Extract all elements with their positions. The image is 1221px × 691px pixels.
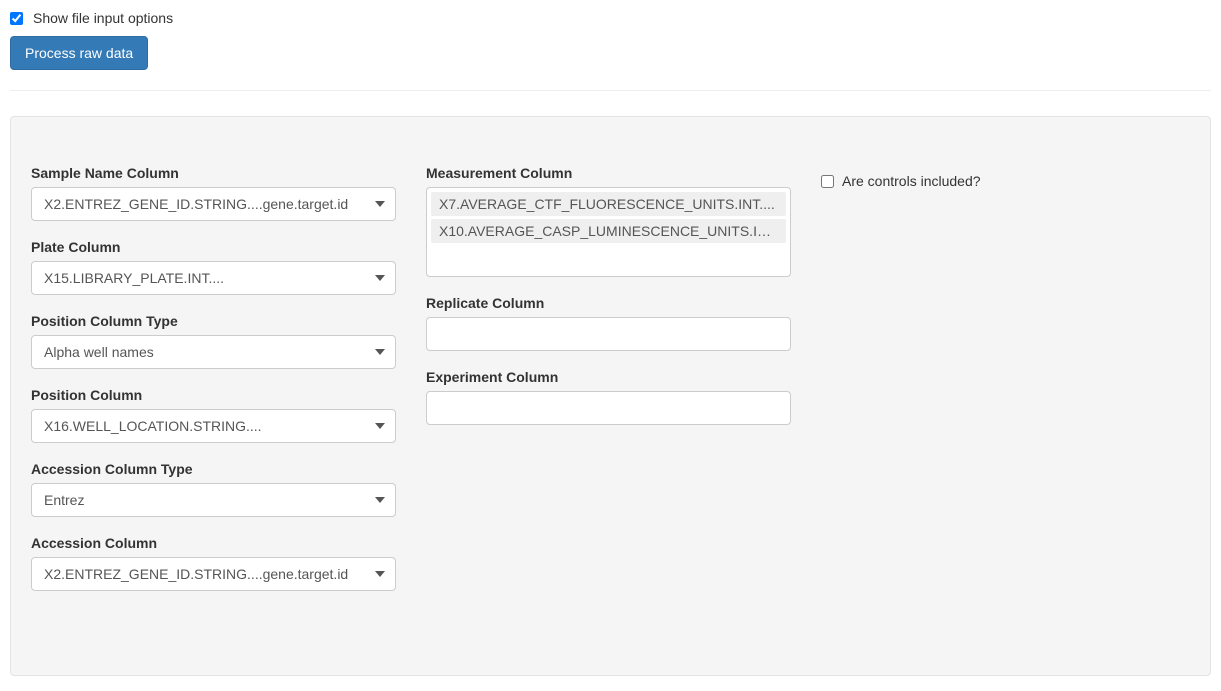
accession-select[interactable]: X2.ENTREZ_GENE_ID.STRING....gene.target.… [31,557,396,591]
caret-down-icon [375,349,385,355]
position-select[interactable]: X16.WELL_LOCATION.STRING.... [31,409,396,443]
position-type-select[interactable]: Alpha well names [31,335,396,369]
sample-name-value: X2.ENTREZ_GENE_ID.STRING....gene.target.… [44,196,367,212]
accession-group: Accession Column X2.ENTREZ_GENE_ID.STRIN… [31,535,396,591]
caret-down-icon [375,571,385,577]
plate-select[interactable]: X15.LIBRARY_PLATE.INT.... [31,261,396,295]
measurement-item[interactable]: X7.AVERAGE_CTF_FLUORESCENCE_UNITS.INT...… [431,192,786,216]
controls-included-row: Are controls included? [821,173,1201,189]
experiment-label: Experiment Column [426,369,791,385]
measurement-group: Measurement Column X7.AVERAGE_CTF_FLUORE… [426,165,791,277]
caret-down-icon [375,423,385,429]
process-raw-data-button[interactable]: Process raw data [10,36,148,70]
left-column: Sample Name Column X2.ENTREZ_GENE_ID.STR… [31,165,396,609]
position-group: Position Column X16.WELL_LOCATION.STRING… [31,387,396,443]
sample-name-label: Sample Name Column [31,165,396,181]
caret-down-icon [375,497,385,503]
sample-name-group: Sample Name Column X2.ENTREZ_GENE_ID.STR… [31,165,396,221]
caret-down-icon [375,275,385,281]
accession-type-value: Entrez [44,492,367,508]
measurement-label: Measurement Column [426,165,791,181]
experiment-group: Experiment Column [426,369,791,425]
plate-value: X15.LIBRARY_PLATE.INT.... [44,270,367,286]
accession-type-select[interactable]: Entrez [31,483,396,517]
show-file-input-options-label: Show file input options [33,10,173,26]
replicate-label: Replicate Column [426,295,791,311]
middle-column: Measurement Column X7.AVERAGE_CTF_FLUORE… [426,165,791,443]
replicate-input[interactable] [426,317,791,351]
show-file-input-options-checkbox[interactable] [10,12,23,25]
controls-included-label: Are controls included? [842,173,981,189]
show-options-row: Show file input options [10,10,1211,26]
divider [10,90,1211,91]
caret-down-icon [375,201,385,207]
position-type-value: Alpha well names [44,344,367,360]
experiment-input[interactable] [426,391,791,425]
right-column: Are controls included? [821,165,1201,189]
controls-included-checkbox[interactable] [821,175,834,188]
plate-group: Plate Column X15.LIBRARY_PLATE.INT.... [31,239,396,295]
plate-label: Plate Column [31,239,396,255]
measurement-item[interactable]: X10.AVERAGE_CASP_LUMINESCENCE_UNITS.INT.… [431,219,786,243]
measurement-listbox[interactable]: X7.AVERAGE_CTF_FLUORESCENCE_UNITS.INT...… [426,187,791,277]
panel-columns: Sample Name Column X2.ENTREZ_GENE_ID.STR… [31,165,1190,609]
position-label: Position Column [31,387,396,403]
sample-name-select[interactable]: X2.ENTREZ_GENE_ID.STRING....gene.target.… [31,187,396,221]
position-type-label: Position Column Type [31,313,396,329]
accession-label: Accession Column [31,535,396,551]
position-type-group: Position Column Type Alpha well names [31,313,396,369]
file-input-options-panel: Sample Name Column X2.ENTREZ_GENE_ID.STR… [10,116,1211,676]
position-value: X16.WELL_LOCATION.STRING.... [44,418,367,434]
replicate-group: Replicate Column [426,295,791,351]
accession-value: X2.ENTREZ_GENE_ID.STRING....gene.target.… [44,566,367,582]
accession-type-group: Accession Column Type Entrez [31,461,396,517]
accession-type-label: Accession Column Type [31,461,396,477]
